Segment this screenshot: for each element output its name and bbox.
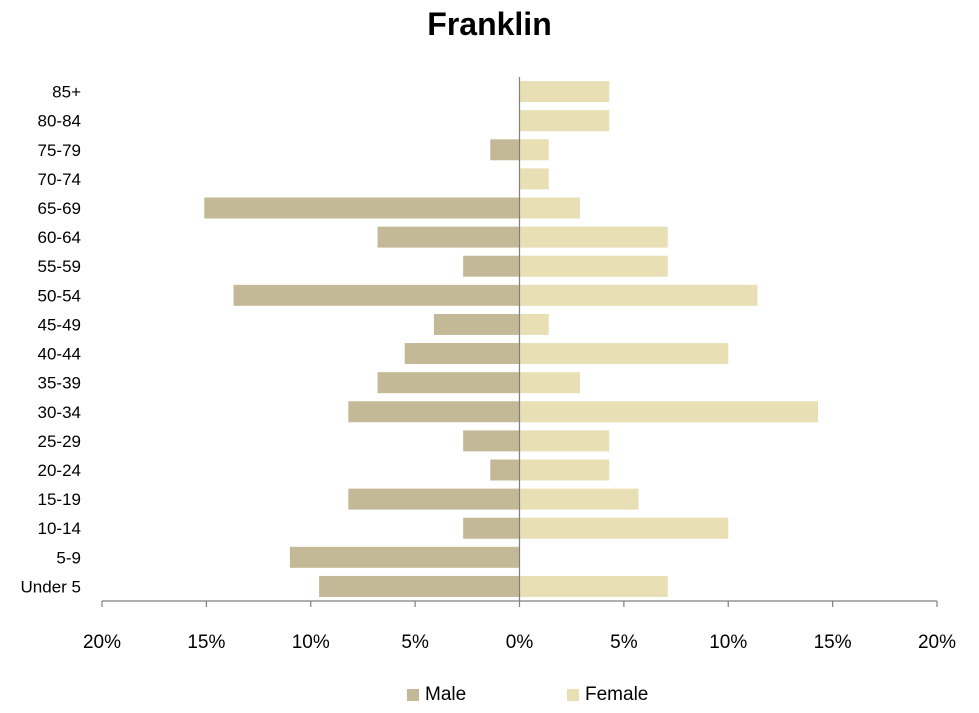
- bar-male-45-49: [433, 313, 520, 335]
- bar-male-15-19: [348, 488, 520, 510]
- bar-female-20-24: [519, 459, 610, 481]
- bar-female-25-29: [519, 430, 610, 452]
- bar-female-80-84: [519, 110, 610, 132]
- category-label-40-44: 40-44: [38, 345, 81, 364]
- x-tick-label: 10%: [709, 632, 747, 653]
- bar-male-65-69: [204, 197, 520, 219]
- category-label-under-5: Under 5: [21, 577, 81, 596]
- category-label-10-14: 10-14: [38, 519, 81, 538]
- bar-female-50-54: [519, 284, 758, 306]
- bar-female-65-69: [519, 197, 581, 219]
- category-label-85-: 85+: [52, 83, 81, 102]
- bar-female-30-34: [519, 401, 819, 423]
- bar-male-30-34: [348, 401, 520, 423]
- x-tick-label: 10%: [292, 632, 330, 653]
- bar-male-50-54: [233, 284, 520, 306]
- x-tick-label: 20%: [918, 632, 956, 653]
- bars-group: [204, 81, 819, 597]
- category-label-45-49: 45-49: [38, 315, 81, 334]
- category-label-80-84: 80-84: [38, 112, 81, 131]
- bar-female-70-74: [519, 168, 549, 190]
- category-label-25-29: 25-29: [38, 432, 81, 451]
- x-tick-label: 20%: [83, 632, 121, 653]
- bar-female-under-5: [519, 575, 668, 597]
- bar-male-25-29: [463, 430, 520, 452]
- legend: Male Female: [0, 684, 979, 712]
- category-label-70-74: 70-74: [38, 170, 81, 189]
- bar-female-40-44: [519, 343, 729, 365]
- x-tick-label: 15%: [814, 632, 852, 653]
- legend-item-female: Female: [567, 684, 648, 706]
- category-label-65-69: 65-69: [38, 199, 81, 218]
- bar-female-55-59: [519, 255, 668, 277]
- x-tick-label: 15%: [187, 632, 225, 653]
- bar-female-85-: [519, 81, 610, 103]
- chart-title: Franklin: [427, 6, 552, 42]
- x-tick-label: 0%: [506, 632, 534, 653]
- category-label-20-24: 20-24: [38, 461, 81, 480]
- category-label-15-19: 15-19: [38, 490, 81, 509]
- bar-male-75-79: [490, 139, 520, 161]
- legend-label-female: Female: [585, 684, 649, 705]
- bar-female-60-64: [519, 226, 668, 248]
- x-tick-label: 5%: [610, 632, 638, 653]
- bar-female-75-79: [519, 139, 549, 161]
- category-label-35-39: 35-39: [38, 374, 81, 393]
- category-label-75-79: 75-79: [38, 141, 81, 160]
- bar-male-10-14: [463, 517, 520, 539]
- legend-swatch-male: [407, 689, 419, 701]
- bar-female-15-19: [519, 488, 639, 510]
- bar-male-5-9: [289, 546, 520, 568]
- legend-item-male: Male: [407, 684, 466, 706]
- category-label-5-9: 5-9: [56, 548, 81, 567]
- category-label-55-59: 55-59: [38, 257, 81, 276]
- bar-female-45-49: [519, 313, 549, 335]
- category-label-30-34: 30-34: [38, 403, 81, 422]
- bar-male-20-24: [490, 459, 520, 481]
- bar-female-35-39: [519, 372, 581, 394]
- category-label-60-64: 60-64: [38, 228, 81, 247]
- bar-male-60-64: [377, 226, 520, 248]
- bar-female-10-14: [519, 517, 729, 539]
- bar-male-40-44: [404, 343, 520, 365]
- category-label-50-54: 50-54: [38, 286, 81, 305]
- legend-swatch-female: [567, 689, 579, 701]
- x-tick-label: 5%: [401, 632, 429, 653]
- bar-male-35-39: [377, 372, 520, 394]
- axes-group: [101, 77, 938, 607]
- legend-label-male: Male: [425, 684, 467, 705]
- bar-male-55-59: [463, 255, 520, 277]
- labels-group: 85+ 80-84 75-79 70-74 65-69 60-64 55-59 50-54 45…: [21, 83, 957, 653]
- bar-male-under-5: [319, 575, 520, 597]
